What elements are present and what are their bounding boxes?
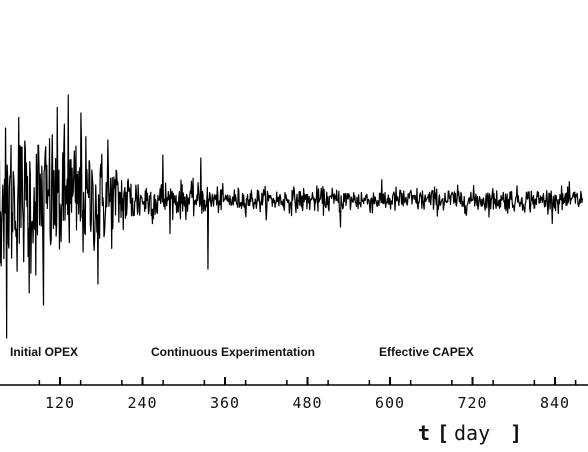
x-axis-symbol: t — [418, 421, 430, 445]
x-tick-label: 600 — [375, 394, 405, 412]
signal-line — [0, 94, 584, 339]
x-tick-label: 240 — [127, 394, 157, 412]
x-tick-label: 120 — [45, 394, 75, 412]
x-tick-label: 840 — [540, 394, 570, 412]
x-axis-unit: day — [454, 421, 490, 445]
phase-label: Effective CAPEX — [379, 345, 474, 359]
x-tick-labels: 120 240 360 480 600 720 840 — [45, 394, 570, 412]
x-axis-open-bracket: [ — [437, 421, 449, 445]
x-tick-label: 720 — [457, 394, 487, 412]
phase-label: Initial OPEX — [10, 345, 78, 359]
phase-labels: Initial OPEX Continuous Experimentation Ef… — [10, 345, 474, 359]
x-tick-label: 360 — [210, 394, 240, 412]
x-axis-title: t [ day ] — [418, 421, 522, 445]
x-axis-close-bracket: ] — [510, 421, 522, 445]
x-tick-label: 480 — [292, 394, 322, 412]
x-axis: 120 240 360 480 600 720 840 — [0, 377, 588, 412]
x-ticks — [38, 377, 577, 385]
signal-series — [0, 94, 584, 339]
phase-label: Continuous Experimentation — [151, 345, 315, 359]
